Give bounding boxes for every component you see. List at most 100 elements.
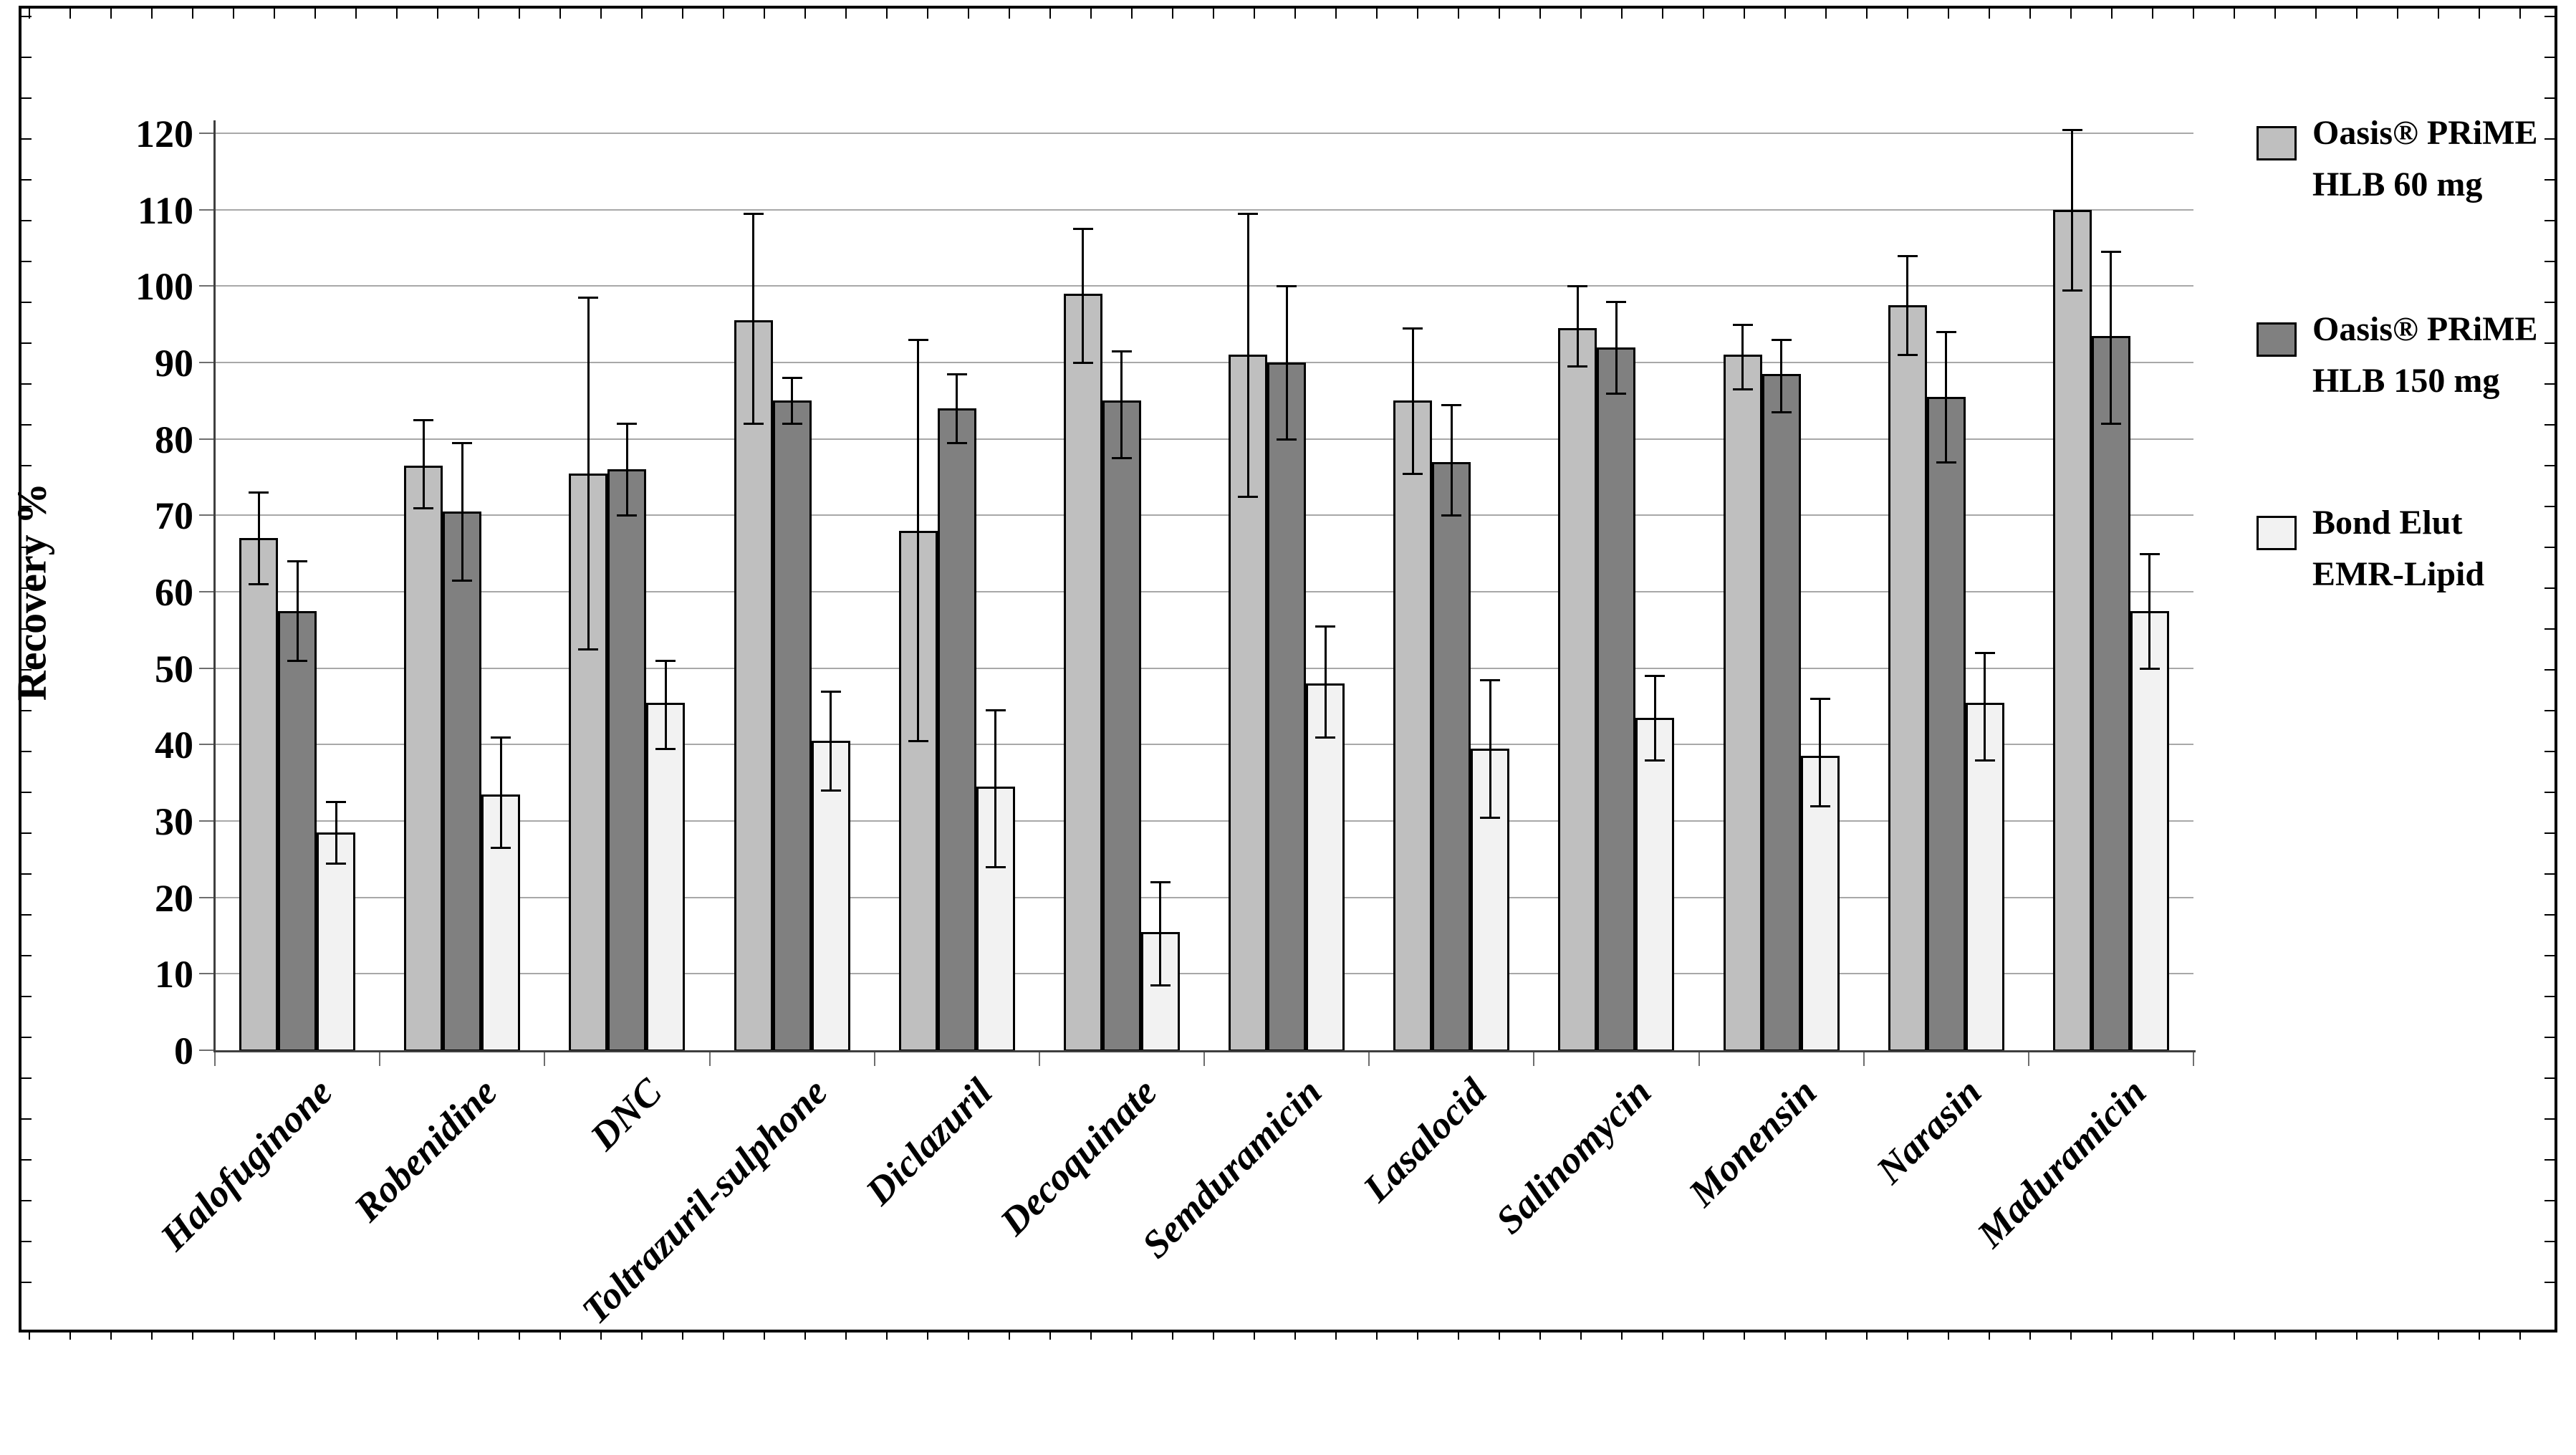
errorbar-cap-top-oasis-prime-hlb-60-mg-diclazuril [908,339,928,341]
frame-tick-bottom [1417,1330,1418,1340]
legend-entry-bond-elut-emr-lipid: Bond Elut EMR-Lipid [2257,497,2484,600]
frame-tick-left [21,955,32,956]
errorbar-cap-bottom-oasis-prime-hlb-60-mg-lasalocid [1403,472,1423,475]
frame-tick-top [151,9,153,19]
frame-tick-top [1907,9,1908,19]
frame-tick-left [21,587,32,589]
frame-tick-right [2544,1077,2555,1079]
x-axis-tick-0 [214,1050,216,1066]
frame-tick-top [2234,9,2235,19]
frame-tick-top [1009,9,1010,19]
errorbar-oasis-prime-hlb-60-mg-halofuginone [257,492,260,585]
frame-tick-top [396,9,398,19]
frame-tick-right [2544,261,2555,262]
y-axis-tick-40 [199,744,215,746]
frame-tick-bottom [2070,1330,2072,1340]
errorbar-cap-top-oasis-prime-hlb-60-mg-semduramicin [1238,213,1258,215]
legend-swatch-oasis-prime-hlb-150-mg [2257,322,2297,357]
frame-tick-bottom [1784,1330,1786,1340]
frame-tick-right [2544,220,2555,221]
errorbar-bond-elut-emr-lipid-decoquinate [1159,882,1162,986]
errorbar-bond-elut-emr-lipid-diclazuril [994,710,997,867]
x-axis-tick-1 [379,1050,381,1066]
errorbar-oasis-prime-hlb-60-mg-dnc [587,297,590,649]
frame-tick-left [21,383,32,385]
frame-tick-bottom [1662,1330,1663,1340]
frame-tick-right [2544,1241,2555,1242]
frame-tick-bottom [151,1330,153,1340]
x-axis-tick-9 [1698,1050,1700,1066]
errorbar-cap-top-oasis-prime-hlb-60-mg-dnc [578,297,599,299]
errorbar-bond-elut-emr-lipid-salinomycin [1653,676,1656,760]
frame-tick-left [21,16,32,17]
y-axis-tick-90 [199,362,215,363]
frame-tick-top [1989,9,1990,19]
frame-tick-left [21,179,32,181]
frame-tick-bottom [314,1330,316,1340]
bar-oasis-prime-hlb-150-mg-halofuginone [278,610,317,1052]
frame-tick-top [2070,9,2072,19]
errorbar-bond-elut-emr-lipid-halofuginone [335,802,337,863]
frame-tick-top [110,9,112,19]
errorbar-cap-bottom-bond-elut-emr-lipid-narasin [1974,759,1995,762]
frame-tick-bottom [519,1330,520,1340]
y-axis-tick-label-30: 30 [155,800,193,843]
frame-tick-bottom [1335,1330,1337,1340]
y-axis-tick-20 [199,896,215,898]
frame-tick-top [1335,9,1337,19]
bar-oasis-prime-hlb-150-mg-salinomycin [1597,347,1636,1052]
errorbar-cap-top-oasis-prime-hlb-60-mg-salinomycin [1567,285,1588,288]
frame-tick-right [2544,873,2555,875]
frame-tick-left [21,1241,32,1242]
legend-entry-oasis-prime-hlb-150-mg: Oasis® PRiME HLB 150 mg [2257,304,2538,407]
frame-tick-bottom [1254,1330,1255,1340]
errorbar-cap-bottom-oasis-prime-hlb-60-mg-decoquinate [1072,362,1093,364]
frame-tick-bottom [2356,1330,2358,1340]
frame-tick-top [2397,9,2398,19]
y-axis-tick-label-110: 110 [137,188,193,232]
errorbar-cap-bottom-oasis-prime-hlb-150-mg-decoquinate [1111,457,1132,460]
frame-tick-top [437,9,438,19]
y-axis-tick-110 [199,208,215,211]
errorbar-oasis-prime-hlb-150-mg-semduramicin [1285,286,1288,439]
frame-tick-top [2193,9,2194,19]
frame-tick-left [21,506,32,507]
frame-tick-top [2356,9,2358,19]
errorbar-oasis-prime-hlb-150-mg-narasin [1945,332,1948,462]
errorbar-cap-top-bond-elut-emr-lipid-monensin [1810,698,1830,701]
frame-tick-top [29,9,30,19]
frame-tick-right [2544,1159,2555,1161]
frame-tick-top [2274,9,2276,19]
errorbar-cap-top-oasis-prime-hlb-60-mg-maduramicin [2062,128,2082,131]
frame-tick-bottom [1009,1330,1010,1340]
errorbar-bond-elut-emr-lipid-lasalocid [1489,679,1491,817]
errorbar-cap-bottom-oasis-prime-hlb-60-mg-semduramicin [1238,495,1258,498]
frame-tick-bottom [2234,1330,2235,1340]
errorbar-cap-bottom-oasis-prime-hlb-150-mg-diclazuril [946,442,967,444]
frame-tick-top [641,9,643,19]
errorbar-cap-bottom-oasis-prime-hlb-60-mg-dnc [578,648,599,650]
errorbar-cap-top-bond-elut-emr-lipid-semduramicin [1315,625,1335,628]
frame-tick-bottom [1294,1330,1296,1340]
errorbar-cap-bottom-oasis-prime-hlb-150-mg-halofuginone [287,660,307,662]
errorbar-cap-bottom-bond-elut-emr-lipid-decoquinate [1150,984,1171,987]
errorbar-cap-bottom-oasis-prime-hlb-150-mg-robenidine [452,580,473,582]
frame-tick-right [2544,506,2555,507]
frame-tick-left [21,97,32,99]
errorbar-cap-top-oasis-prime-hlb-60-mg-toltrazuril-sulphone [743,213,764,215]
chart-page: { "chart_data": { "type": "bar", "title"… [8,6,2557,1340]
bar-oasis-prime-hlb-60-mg-monensin [1723,355,1762,1052]
frame-tick-right [2544,751,2555,752]
frame-tick-right [2544,1118,2555,1120]
errorbar-cap-top-bond-elut-emr-lipid-narasin [1974,652,1995,655]
frame-tick-bottom [2029,1330,2031,1340]
frame-tick-right [2544,16,2555,17]
frame-tick-right [2544,587,2555,589]
frame-tick-bottom [682,1330,683,1340]
errorbar-cap-bottom-oasis-prime-hlb-150-mg-monensin [1771,411,1792,414]
frame-tick-bottom [559,1330,561,1340]
frame-tick-left [21,261,32,262]
bar-oasis-prime-hlb-60-mg-toltrazuril-sulphone [734,320,773,1052]
errorbar-cap-bottom-oasis-prime-hlb-150-mg-salinomycin [1606,392,1627,395]
y-axis-tick-100 [199,285,215,287]
